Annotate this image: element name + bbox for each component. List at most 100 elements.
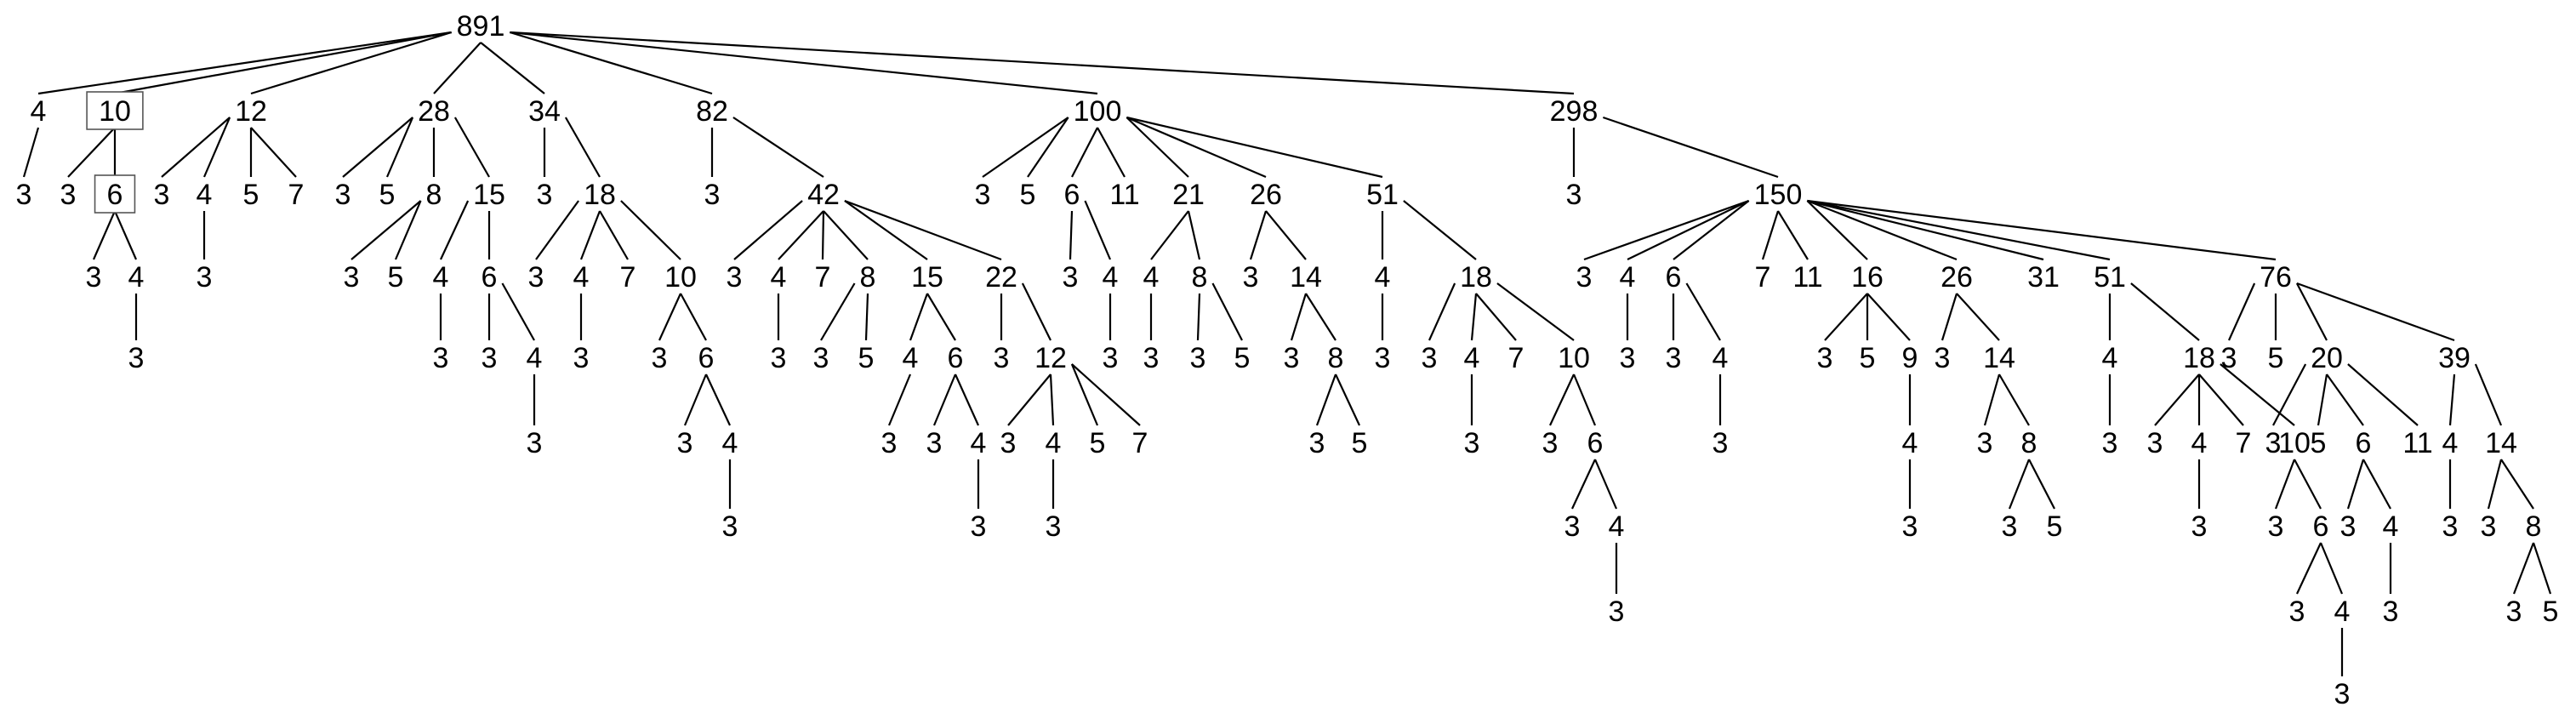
- tree-edge: [2220, 363, 2295, 426]
- node-label: 3: [2147, 427, 2163, 459]
- tree-node: 3: [1375, 342, 1391, 374]
- node-label: 18: [1460, 261, 1492, 294]
- tree-node: 3: [1143, 342, 1160, 374]
- tree-edge: [1941, 293, 1958, 341]
- node-label: 4: [1046, 427, 1062, 459]
- tree-node: 18: [2183, 342, 2215, 374]
- tree-node: 4: [1713, 342, 1729, 374]
- tree-edge: [1290, 293, 1308, 341]
- tree-node: 3: [813, 342, 829, 374]
- tree-edge: [2296, 542, 2322, 595]
- tree-node: 8: [426, 179, 442, 211]
- node-label: 4: [1713, 342, 1729, 374]
- tree-node: 3: [60, 179, 77, 211]
- tree-edge: [844, 200, 928, 260]
- tree-edge: [1126, 117, 1189, 178]
- node-label: 5: [2268, 342, 2284, 374]
- tree-node: 150: [1754, 179, 1803, 211]
- tree-edge: [2296, 282, 2455, 342]
- tree-edge: [954, 373, 980, 426]
- tree-node: 4: [722, 427, 738, 459]
- node-label: 7: [620, 261, 636, 294]
- node-label: 3: [994, 342, 1010, 374]
- node-label: 3: [2191, 510, 2208, 543]
- node-label: 4: [1143, 261, 1160, 294]
- tree-edge: [1807, 199, 2277, 261]
- node-label: 6: [698, 342, 715, 374]
- tree-node: 3: [975, 179, 991, 211]
- node-label: 6: [482, 261, 498, 294]
- tree-edge: [1315, 373, 1337, 426]
- tree-node: 3: [1464, 427, 1480, 459]
- node-label: 7: [1132, 427, 1148, 459]
- tree-node: 51: [2094, 261, 2126, 294]
- tree-node: 7: [288, 179, 305, 211]
- node-label: 3: [197, 261, 213, 294]
- tree-edge: [250, 127, 297, 178]
- node-label: 3: [60, 179, 77, 211]
- tree-edge: [564, 117, 601, 178]
- tree-node: 18: [1460, 261, 1492, 294]
- node-label: 34: [528, 95, 561, 128]
- tree-edge: [250, 31, 452, 95]
- node-label: 3: [1935, 342, 1951, 374]
- tree-node: 6: [698, 342, 715, 374]
- tree-node: 21: [1172, 179, 1205, 211]
- node-label: 6: [2356, 427, 2372, 459]
- node-label: 3: [154, 179, 170, 211]
- node-label: 3: [344, 261, 360, 294]
- tree-edge: [113, 210, 138, 260]
- node-label: 4: [1464, 342, 1480, 374]
- node-label: 3: [1143, 342, 1160, 374]
- tree-node: 26: [1250, 179, 1282, 211]
- tree-edge: [579, 210, 601, 260]
- tree-node: 3: [2147, 427, 2163, 459]
- tree-node: 4: [433, 261, 449, 294]
- tree-node: 6: [1666, 261, 1682, 294]
- node-label: 7: [2236, 427, 2252, 459]
- tree-node: 4: [128, 261, 145, 294]
- tree-node: 6: [1587, 427, 1604, 459]
- tree-edge: [202, 117, 231, 178]
- tree-node: 3: [1542, 427, 1559, 459]
- node-label: 3: [1422, 342, 1438, 374]
- tree-edge: [2474, 363, 2503, 426]
- tree-edge: [932, 373, 957, 426]
- tree-edge: [510, 31, 713, 95]
- tree-edge: [510, 31, 1575, 95]
- node-label: 4: [971, 427, 987, 459]
- tree-node: 3: [128, 342, 145, 374]
- tree-edge: [705, 373, 731, 426]
- tree-node: 3: [1000, 427, 1017, 459]
- tree-node: 3: [2383, 596, 2399, 628]
- tree-node: 3: [1309, 427, 1325, 459]
- node-label: 4: [1103, 261, 1119, 294]
- tree-node: 5: [388, 261, 404, 294]
- node-label: 42: [807, 179, 840, 211]
- tree-node: 42: [807, 179, 840, 211]
- node-label: 5: [1090, 427, 1106, 459]
- node-label: 3: [2481, 510, 2497, 543]
- tree-node: 5: [2047, 510, 2063, 543]
- tree-node: 3: [2340, 510, 2357, 543]
- node-label: 3: [527, 427, 543, 459]
- node-label: 3: [677, 427, 693, 459]
- tree-node: 3: [1902, 510, 1918, 543]
- tree-node: 3: [2191, 510, 2208, 543]
- node-label: 3: [1566, 179, 1582, 211]
- tree-node: 3: [2221, 342, 2237, 374]
- tree-node: 39: [2438, 342, 2471, 374]
- tree-edge: [2274, 459, 2296, 510]
- tree-edge: [1084, 200, 1112, 260]
- tree-edge: [1761, 210, 1780, 260]
- tree-node: 3: [677, 427, 693, 459]
- tree-node: 12: [235, 95, 267, 128]
- tree-node: 3: [1666, 342, 1682, 374]
- tree-edge: [1806, 200, 1868, 260]
- tree-node: 3: [2334, 678, 2351, 710]
- node-label: 26: [1941, 261, 1973, 294]
- tree-edge: [342, 117, 413, 178]
- node-label: 3: [1190, 342, 1206, 374]
- tree-node: 3: [2289, 596, 2305, 628]
